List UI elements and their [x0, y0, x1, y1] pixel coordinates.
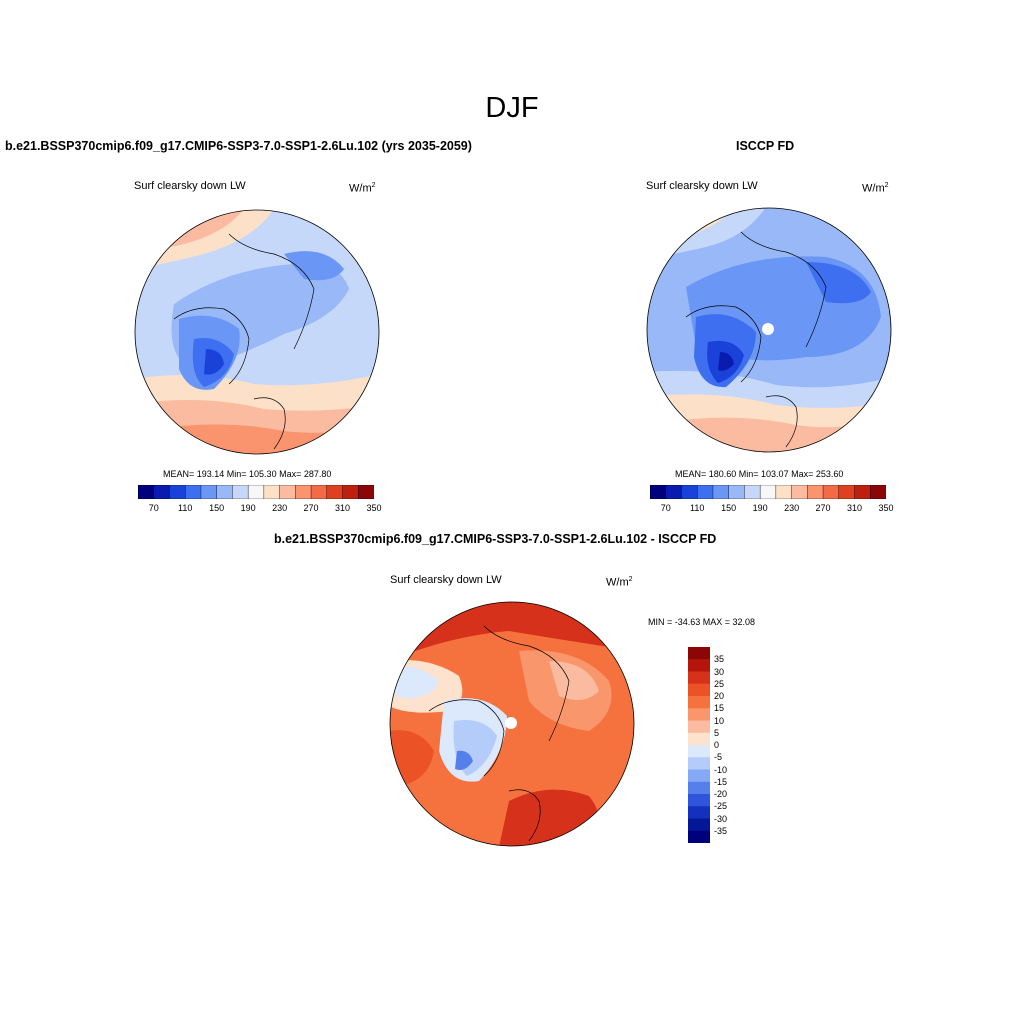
left-variable-label: Surf clearsky down LW: [134, 180, 246, 192]
left-colorbar: 70 110 150 190 230 270 310 350: [138, 485, 382, 513]
right-colorbar-box-4: [712, 485, 730, 499]
right-colorbar-tick-label: 270: [815, 503, 831, 513]
left-colorbar-box-12: [326, 485, 344, 499]
right-colorbar-tick-label: 230: [784, 503, 800, 513]
diff-units: W/m2: [606, 576, 633, 589]
diff-colorbar-box-6: [688, 720, 710, 734]
left-colorbar-box-14: [358, 485, 374, 499]
right-colorbar-labels: 70 110 150 190 230 270 310 350: [650, 499, 894, 513]
diff-colorbar-box-13: [688, 806, 710, 819]
diff-colorbar-tick-label: 10: [714, 715, 725, 726]
right-panel-title: ISCCP FD: [736, 139, 795, 153]
left-colorbar-box-0: [138, 485, 155, 499]
left-colorbar-labels: 70 110 150 190 230 270 310 350: [138, 499, 382, 513]
right-colorbar-box-7: [759, 485, 777, 499]
right-colorbar-box-2: [681, 485, 698, 499]
diff-colorbar-box-5: [688, 708, 710, 721]
diff-colorbar-box-14: [688, 818, 710, 832]
right-colorbar-box-9: [791, 485, 808, 499]
left-colorbar-tick-label: 190: [240, 503, 256, 513]
left-stats: MEAN= 193.14 Min= 105.30 Max= 287.80: [163, 469, 332, 479]
left-colorbar-box-2: [169, 485, 186, 499]
diff-colorbar-box-11: [688, 781, 710, 795]
diff-colorbar: 35 30 25 20 15 10 5 0 -5 -10 -15 -20 -25 -30 -35: [688, 647, 748, 847]
diff-colorbar-tick-label: 20: [714, 691, 725, 701]
left-colorbar-box-4: [200, 485, 218, 499]
right-colorbar-tick-label: 150: [721, 503, 737, 513]
right-colorbar-box-13: [854, 485, 871, 499]
diff-colorbar-box-2: [688, 671, 710, 685]
diff-colorbar-tick-label: -25: [714, 801, 728, 812]
diff-colorbar-tick-label: 5: [714, 727, 720, 738]
left-colorbar-box-5: [216, 485, 233, 499]
diff-colorbar-box-4: [688, 696, 710, 709]
right-colorbar-box-3: [697, 485, 714, 499]
diff-colorbar-box-3: [688, 683, 710, 697]
left-colorbar-box-10: [295, 485, 312, 499]
diff-polar-map: [389, 601, 635, 847]
right-colorbar-tick-label: 310: [847, 503, 863, 513]
right-stats: MEAN= 180.60 Min= 103.07 Max= 253.60: [675, 469, 844, 479]
diff-colorbar-tick-label: -15: [714, 776, 728, 787]
left-panel-title: b.e21.BSSP370cmip6.f09_g17.CMIP6-SSP3-7.…: [5, 139, 472, 153]
diff-variable-label: Surf clearsky down LW: [390, 574, 502, 586]
right-colorbar-tick-label: 70: [660, 503, 671, 513]
left-colorbar-box-8: [263, 485, 281, 499]
diff-colorbar-box-0: [688, 647, 710, 660]
left-colorbar-box-1: [153, 485, 170, 499]
left-polar-map: [134, 209, 380, 455]
left-units: W/m2: [349, 182, 376, 195]
diff-colorbar-box-8: [688, 745, 710, 758]
diff-colorbar-tick-label: -30: [714, 813, 728, 824]
diff-colorbar-box-12: [688, 794, 710, 807]
diff-colorbar-labels: 35 30 25 20 15 10 5 0 -5 -10 -15 -20 -25 -30 -35: [714, 647, 744, 843]
left-colorbar-box-7: [247, 485, 265, 499]
right-colorbar-box-0: [650, 485, 667, 499]
right-colorbar-box-10: [807, 485, 824, 499]
left-colorbar-tick-label: 270: [303, 503, 319, 513]
diff-panel-title: b.e21.BSSP370cmip6.f09_g17.CMIP6-SSP3-7.…: [274, 532, 717, 546]
diff-colorbar-tick-label: 35: [714, 654, 725, 665]
diff-colorbar-tick-label: -10: [714, 764, 728, 775]
left-colorbar-tick-label: 310: [335, 503, 351, 513]
right-colorbar-box-5: [728, 485, 745, 499]
left-colorbar-box-11: [310, 485, 328, 499]
left-colorbar-tick-label: 70: [148, 503, 159, 513]
right-colorbar-tick-label: 190: [752, 503, 768, 513]
diff-colorbar-box-9: [688, 757, 710, 770]
right-colorbar-box-1: [665, 485, 682, 499]
diff-colorbar-box-7: [688, 732, 710, 746]
diff-stats: MIN = -34.63 MAX = 32.08: [648, 617, 756, 627]
left-colorbar-tick-label: 110: [178, 503, 193, 513]
diff-colorbar-tick-label: 0: [714, 740, 720, 750]
left-colorbar-box-9: [279, 485, 296, 499]
diff-colorbar-tick-label: -35: [714, 825, 728, 836]
diff-colorbar-tick-label: 25: [714, 678, 725, 689]
diff-colorbar-tick-label: -20: [714, 789, 728, 799]
right-polar-map: [646, 207, 892, 453]
diff-colorbar-box-1: [688, 659, 710, 672]
right-variable-label: Surf clearsky down LW: [646, 180, 758, 192]
left-colorbar-box-6: [232, 485, 249, 499]
diff-colorbar-tick-label: 15: [714, 703, 725, 714]
left-colorbar-box-13: [342, 485, 359, 499]
right-colorbar-box-6: [744, 485, 761, 499]
diff-colorbar-tick-label: -5: [714, 752, 723, 763]
right-colorbar: 70 110 150 190 230 270 310 350: [650, 485, 894, 513]
right-colorbar-box-14: [870, 485, 886, 499]
diff-colorbar-box-15: [688, 830, 710, 843]
right-colorbar-tick-label: 110: [690, 503, 705, 513]
right-colorbar-box-12: [838, 485, 856, 499]
diff-colorbar-tick-label: 30: [714, 666, 725, 677]
diff-colorbar-box-10: [688, 769, 710, 783]
left-colorbar-tick-label: 230: [272, 503, 288, 513]
left-colorbar-tick-label: 150: [209, 503, 225, 513]
right-colorbar-tick-label: 350: [878, 503, 894, 513]
right-units: W/m2: [862, 182, 889, 195]
right-colorbar-box-8: [775, 485, 793, 499]
left-colorbar-box-3: [185, 485, 202, 499]
left-colorbar-tick-label: 350: [366, 503, 382, 513]
figure-title: DJF: [485, 92, 539, 124]
right-colorbar-box-11: [822, 485, 840, 499]
